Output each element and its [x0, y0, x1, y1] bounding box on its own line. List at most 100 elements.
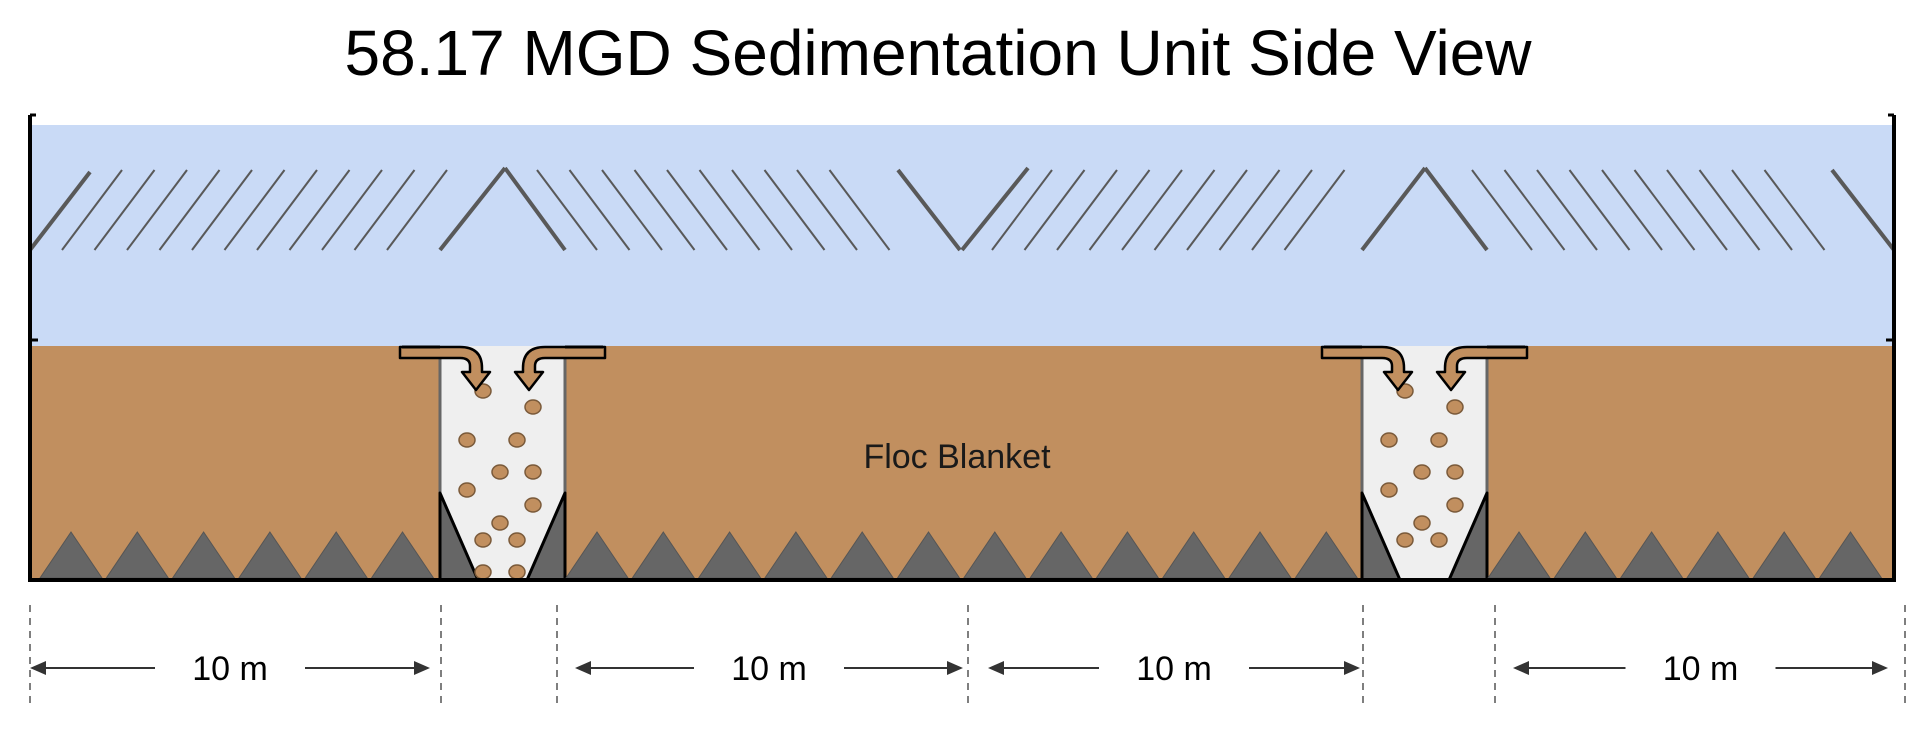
plate-settler-end — [896, 168, 962, 252]
plate-settler — [1186, 169, 1248, 251]
floc-particle — [524, 497, 542, 513]
plate-settler — [796, 169, 858, 251]
tank-outline — [28, 115, 1896, 582]
flow-arrow-shape — [513, 345, 607, 392]
arrowhead-right-icon — [414, 661, 430, 675]
arrowhead-left-icon — [1513, 661, 1529, 675]
arrowhead-right-icon — [1344, 661, 1360, 675]
sedimentation-tank — [28, 113, 1896, 582]
floc-blanket-label: Floc Blanket — [863, 438, 1051, 476]
floc-particle — [491, 515, 509, 531]
plate-settler-end — [1423, 166, 1489, 252]
plate-settler — [1633, 169, 1696, 251]
plate-settler — [1153, 169, 1216, 251]
plate-settler — [1283, 169, 1346, 251]
inlet-channel — [398, 345, 607, 582]
plate-settler — [731, 169, 793, 251]
plate-settler — [126, 169, 188, 251]
plate-settler — [386, 169, 448, 251]
plate-settler — [1763, 169, 1826, 251]
floc-particle — [524, 399, 542, 415]
plate-settler — [1088, 169, 1151, 251]
plate-settler — [991, 169, 1053, 251]
floc-particle — [508, 564, 526, 580]
plate-settler — [763, 169, 826, 251]
flow-arrow-icon — [1435, 345, 1529, 392]
plate-settler — [321, 169, 383, 251]
floc-particle — [1413, 515, 1431, 531]
plate-settler-end — [28, 170, 92, 252]
plate-settler — [256, 169, 318, 251]
flow-arrow-icon — [398, 345, 492, 392]
floc-particle — [1396, 532, 1414, 548]
floc-particle — [1380, 482, 1398, 498]
plate-settler — [601, 169, 663, 251]
plate-settler — [1056, 169, 1118, 251]
floc-particle — [1446, 497, 1464, 513]
arrowhead-left-icon — [575, 661, 591, 675]
plate-settler — [1536, 169, 1598, 251]
floc-particle — [1413, 464, 1431, 480]
floc-particle — [1430, 432, 1448, 448]
dimension-label: 10 m — [731, 650, 807, 688]
flow-arrow-shape — [398, 345, 492, 392]
arrowhead-right-icon — [1872, 661, 1888, 675]
plate-settler — [1601, 169, 1663, 251]
plate-settler-end — [438, 166, 507, 252]
plate-settler — [288, 169, 351, 251]
dimension-span: 10 m — [30, 650, 430, 688]
plate-settler — [223, 169, 286, 251]
plate-settler — [1121, 169, 1183, 251]
plate-settler — [1251, 169, 1313, 251]
plate-settlers — [28, 166, 1896, 252]
dimension-label: 10 m — [1663, 650, 1739, 688]
floc-particle — [1446, 399, 1464, 415]
floc-particle — [474, 532, 492, 548]
floc-particle — [458, 482, 476, 498]
plate-settler — [568, 169, 631, 251]
dimension-span: 10 m — [988, 650, 1360, 688]
floc-particle — [508, 532, 526, 548]
arrowhead-right-icon — [947, 661, 963, 675]
plate-settler — [93, 169, 156, 251]
dimension-span: 10 m — [575, 650, 963, 688]
plate-settler-end — [1360, 166, 1427, 252]
plate-settler — [828, 169, 891, 251]
plate-settler — [536, 169, 598, 251]
arrowhead-left-icon — [30, 661, 46, 675]
water-region — [30, 125, 1894, 346]
plate-settler — [1568, 169, 1631, 251]
plate-settler — [158, 169, 221, 251]
dimension-span: 10 m — [1513, 650, 1888, 688]
plate-settler — [1471, 169, 1533, 251]
plate-settler — [61, 169, 123, 251]
dimension-lines: 10 m 10 m 10 m 10 m — [29, 605, 1906, 705]
plate-settler — [666, 169, 728, 251]
flow-arrow-icon — [513, 345, 607, 392]
plate-settler-end — [960, 166, 1030, 252]
plate-settler — [1666, 169, 1728, 251]
flow-arrow-shape — [1320, 345, 1414, 392]
plate-settler — [1698, 169, 1761, 251]
floc-particle — [491, 464, 509, 480]
flow-arrow-icon — [1320, 345, 1414, 392]
plate-settler — [1023, 169, 1086, 251]
floc-particle — [1446, 464, 1464, 480]
diagram-title: 58.17 MGD Sedimentation Unit Side View — [345, 17, 1533, 89]
arrowhead-left-icon — [988, 661, 1004, 675]
floc-particle — [524, 464, 542, 480]
dimension-label: 10 m — [192, 650, 268, 688]
floc-particle — [508, 432, 526, 448]
floc-particle — [474, 564, 492, 580]
floc-particle — [1380, 432, 1398, 448]
inlet-channel — [1320, 345, 1529, 582]
plate-settler — [633, 169, 696, 251]
plate-settler-end — [503, 166, 567, 252]
floc-particle — [1430, 532, 1448, 548]
flow-arrow-shape — [1435, 345, 1529, 392]
plate-settler — [191, 169, 253, 251]
plate-settler-end — [1830, 168, 1896, 252]
plate-settler — [698, 169, 761, 251]
dimension-label: 10 m — [1136, 650, 1212, 688]
